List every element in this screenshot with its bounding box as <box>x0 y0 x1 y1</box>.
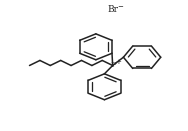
Text: P: P <box>111 61 116 69</box>
Text: Br: Br <box>107 5 118 14</box>
Text: −: − <box>117 4 123 10</box>
Text: +: + <box>115 59 121 65</box>
